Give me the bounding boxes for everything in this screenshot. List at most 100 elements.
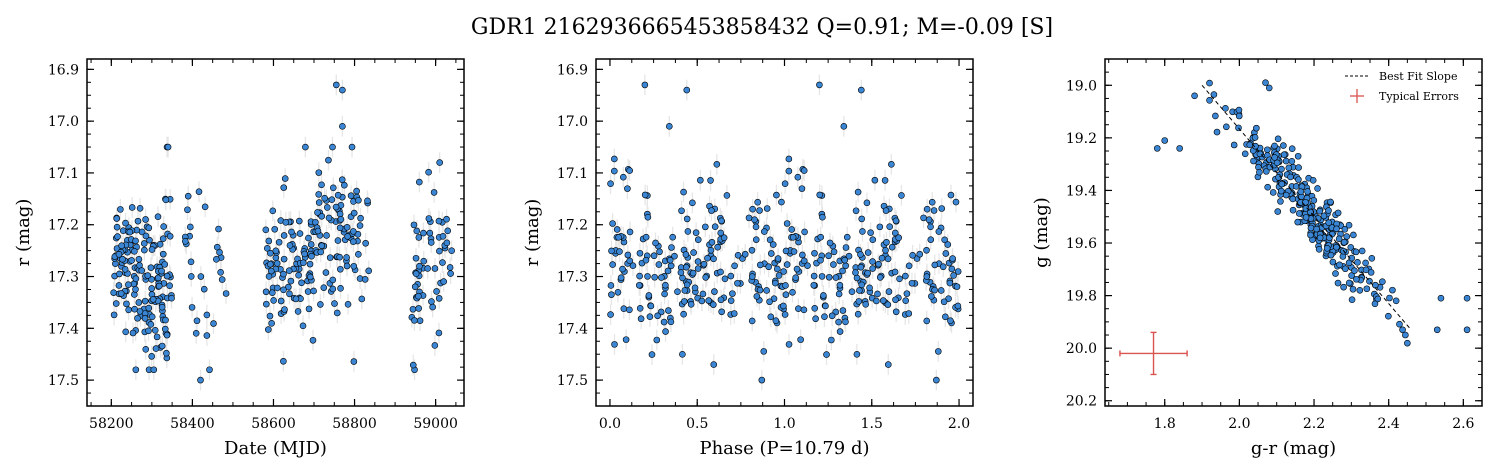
data-point: [112, 300, 120, 307]
data-point: [128, 257, 135, 264]
data-point: [875, 260, 882, 268]
data-point: [882, 207, 890, 214]
data-point: [698, 297, 706, 305]
data-point: [687, 301, 695, 308]
data-point: [162, 316, 169, 324]
data-point: [116, 270, 123, 278]
data-point: [114, 233, 121, 240]
data-point: [1263, 168, 1270, 175]
data-point: [1287, 173, 1294, 181]
data-point: [1329, 258, 1337, 266]
y-tick-label: 19.0: [1066, 78, 1097, 94]
data-point: [182, 238, 189, 245]
data-point: [822, 302, 829, 310]
data-point: [1341, 265, 1349, 273]
data-point: [1345, 279, 1353, 287]
data-point: [694, 236, 702, 244]
data-point: [268, 320, 275, 327]
data-point: [435, 217, 443, 225]
data-point: [923, 246, 930, 254]
x-axis-label: g-r (mag): [1251, 438, 1336, 459]
data-point: [697, 176, 704, 184]
data-point: [817, 256, 824, 264]
data-point: [772, 317, 780, 325]
data-point: [306, 260, 314, 268]
data-point: [148, 246, 156, 253]
data-point: [1350, 231, 1357, 239]
x-tick-label: 58600: [251, 416, 296, 432]
data-point: [954, 268, 962, 275]
data-point: [708, 207, 715, 214]
data-point: [270, 297, 277, 304]
data-point: [160, 223, 167, 230]
data-point: [356, 222, 364, 229]
data-point: [774, 255, 782, 262]
data-point: [1191, 92, 1198, 100]
data-point: [774, 265, 781, 273]
x-tick-label: 2.4: [1378, 416, 1400, 432]
data-point: [636, 249, 644, 257]
data-point: [626, 257, 634, 265]
data-point: [210, 320, 217, 327]
data-point: [648, 351, 656, 358]
data-point: [797, 336, 804, 343]
data-point: [816, 81, 823, 89]
data-point: [265, 273, 273, 280]
data-point: [305, 305, 313, 313]
data-point: [281, 175, 289, 182]
data-point: [415, 292, 422, 300]
data-point: [909, 251, 916, 259]
data-point: [320, 284, 328, 291]
data-point: [678, 207, 685, 215]
data-point: [280, 255, 288, 263]
data-point: [166, 282, 173, 290]
data-point: [617, 274, 625, 282]
data-point: [717, 296, 725, 304]
data-point: [611, 341, 618, 348]
data-point: [920, 214, 927, 222]
data-point: [265, 237, 273, 245]
data-point: [668, 244, 675, 251]
data-point: [286, 290, 293, 298]
data-point: [881, 177, 889, 184]
data-point: [681, 298, 688, 305]
data-point: [702, 223, 709, 231]
data-point: [145, 304, 153, 312]
data-point: [142, 232, 150, 240]
data-point: [113, 223, 121, 231]
data-point: [424, 265, 431, 272]
data-point: [322, 269, 330, 276]
data-point: [928, 198, 936, 206]
data-point: [295, 271, 302, 279]
data-point: [934, 348, 942, 355]
data-point: [285, 267, 293, 274]
data-point: [619, 265, 626, 273]
data-point: [329, 184, 337, 192]
data-point: [197, 376, 204, 384]
y-tick-label: 17.2: [557, 218, 588, 234]
data-point: [788, 226, 796, 233]
data-point: [866, 284, 873, 292]
data-point: [1363, 285, 1371, 293]
data-point: [428, 298, 435, 305]
data-point: [147, 321, 155, 328]
data-point: [823, 351, 830, 358]
data-point: [646, 313, 654, 320]
data-point: [1389, 286, 1396, 294]
data-point: [146, 236, 153, 244]
data-point: [331, 300, 338, 307]
data-point: [707, 246, 715, 254]
plot-frame: [86, 58, 465, 407]
data-point: [218, 276, 226, 283]
data-point: [338, 176, 346, 184]
data-point: [343, 224, 351, 231]
data-point: [150, 366, 158, 374]
y-tick-label: 17.4: [48, 321, 79, 337]
y-axis-label: r (mag): [522, 199, 543, 267]
data-point: [410, 221, 418, 229]
data-point: [782, 282, 789, 289]
data-point: [188, 304, 196, 311]
data-point: [162, 196, 170, 204]
data-point: [339, 123, 346, 130]
data-point: [825, 252, 832, 260]
